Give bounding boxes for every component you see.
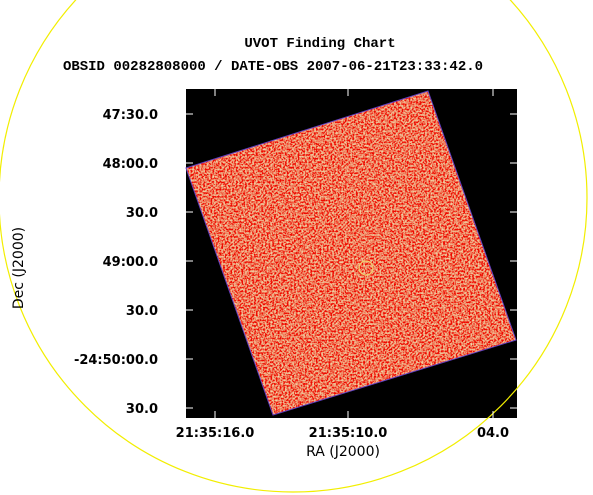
subtitle: OBSID 00282808000 / DATE-OBS 2007-06-21T…: [63, 59, 483, 75]
x-axis-label: RA (J2000): [306, 444, 380, 460]
x-tick-label: 21:35:10.0: [309, 426, 388, 441]
title: UVOT Finding Chart: [244, 36, 395, 52]
y-axis-label: Dec (J2000): [11, 227, 27, 309]
x-tick-label: 21:35:16.0: [176, 426, 255, 441]
y-tick-label: 30.0: [126, 304, 158, 319]
y-tick-label: 47:30.0: [103, 108, 158, 123]
y-tick-label: 49:00.0: [103, 255, 158, 270]
image-edge: [185, 90, 517, 416]
y-tick-label: 30.0: [126, 206, 158, 221]
y-tick-label: 30.0: [126, 402, 158, 417]
y-ticks: 47:30.0 48:00.0 30.0 49:00.0 30.0 -24:50:00.0…: [74, 108, 158, 417]
y-tick-label: -24:50:00.0: [74, 353, 158, 368]
y-tick-label: 48:00.0: [103, 157, 158, 172]
source-marker: [358, 260, 374, 276]
tick-marks: [186, 89, 517, 418]
x-tick-label: 04.0: [477, 426, 509, 441]
x-ticks: 21:35:16.0 21:35:10.0 04.0: [176, 426, 509, 441]
